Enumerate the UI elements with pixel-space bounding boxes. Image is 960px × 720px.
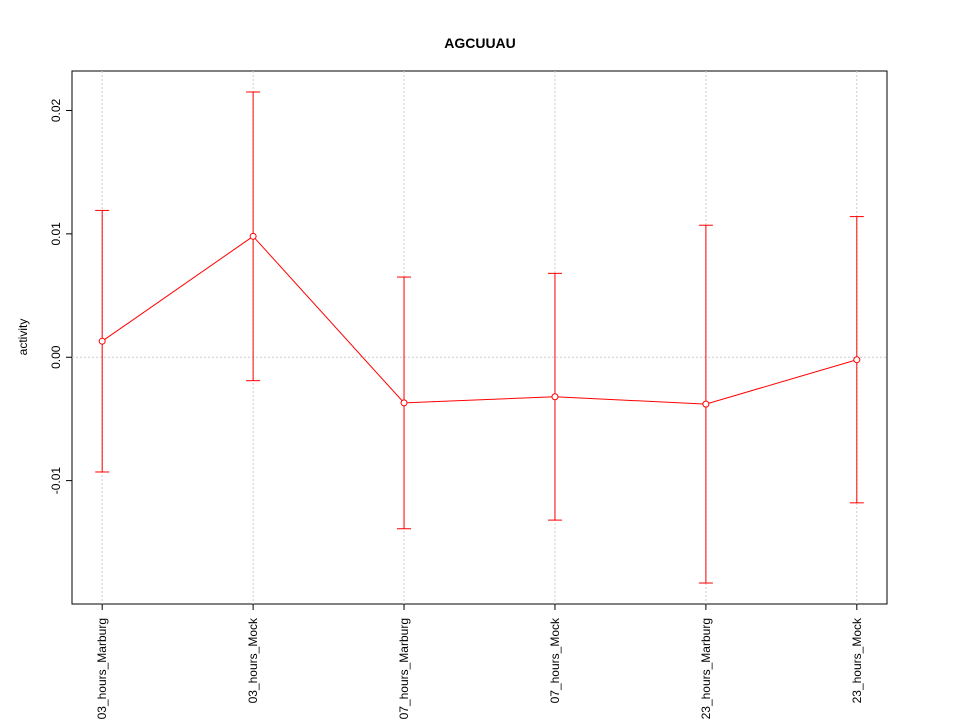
point [702,400,710,408]
x-tick-label: 07_hours_Marburg [397,618,411,719]
plot-frame [71,70,888,605]
x-tick-label: 23_hours_Mock [850,617,864,703]
y-tick-label: 0.01 [49,222,63,246]
y-axis-label: activity [16,319,30,356]
series-line [101,235,857,405]
point [853,356,861,364]
chart-title: AGCUUAU [444,35,516,51]
x-tick-label: 03_hours_Marburg [95,618,109,719]
point [400,399,408,407]
point [98,337,106,345]
x-tick-label: 07_hours_Mock [548,617,562,703]
point [249,232,257,240]
y-tick-label: -0.01 [49,467,63,495]
y-tick-label: 0.00 [49,345,63,369]
point [551,393,559,401]
x-tick-label: 03_hours_Mock [246,617,260,703]
y-tick-label: 0.02 [49,98,63,122]
x-tick-label: 23_hours_Marburg [699,618,713,719]
